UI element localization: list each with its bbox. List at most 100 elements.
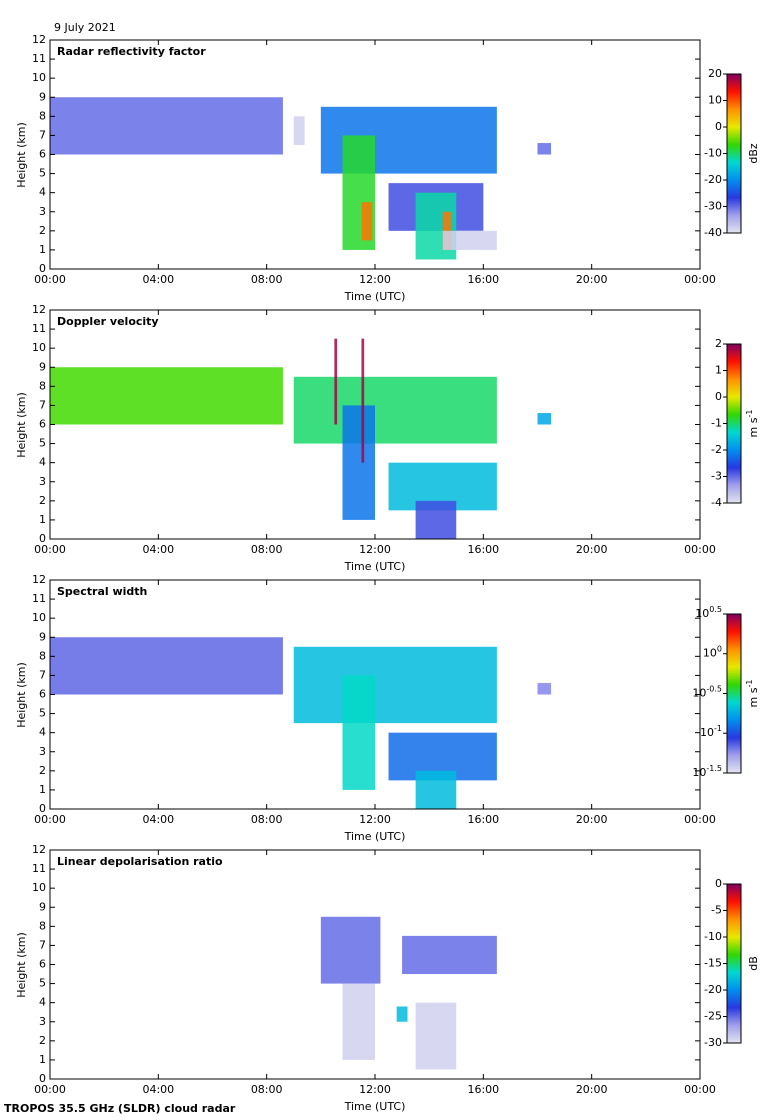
x-tick-label: 00:00 — [684, 1083, 716, 1096]
x-tick-label: 08:00 — [251, 543, 283, 556]
radar-cell — [50, 367, 283, 425]
y-tick-label: 2 — [39, 224, 46, 237]
y-tick-label: 6 — [39, 148, 46, 161]
y-axis-label: Height (km) — [15, 932, 28, 998]
y-tick-label: 11 — [32, 592, 46, 605]
y-tick-label: 0 — [39, 532, 46, 545]
y-tick-label: 0 — [39, 1072, 46, 1085]
y-tick-label: 5 — [39, 707, 46, 720]
colorbar-tick-label: 0 — [715, 120, 722, 133]
x-axis-label: Time (UTC) — [344, 560, 406, 573]
panel: Doppler velocity 00:00 04:00 08:00 12:00 16:0… — [15, 303, 760, 573]
x-tick-label: 20:00 — [576, 813, 608, 826]
y-tick-label: 5 — [39, 437, 46, 450]
y-tick-label: 1 — [39, 783, 46, 796]
panel-title: Doppler velocity — [57, 315, 159, 328]
x-tick-label: 00:00 — [684, 543, 716, 556]
x-tick-label: 08:00 — [251, 1083, 283, 1096]
colorbar-tick-label: 10-0.5 — [692, 684, 722, 700]
colorbar-tick-label: -30 — [704, 200, 722, 213]
y-tick-label: 8 — [39, 919, 46, 932]
colorbar-tick-label: -4 — [711, 496, 722, 509]
y-tick-label: 7 — [39, 938, 46, 951]
radar-cell — [342, 405, 375, 520]
y-tick-label: 1 — [39, 243, 46, 256]
radar-cell — [293, 376, 497, 444]
x-tick-label: 20:00 — [576, 543, 608, 556]
x-tick-label: 00:00 — [34, 1083, 66, 1096]
radar-cell — [50, 637, 283, 695]
y-tick-label: 5 — [39, 977, 46, 990]
y-tick-label: 9 — [39, 360, 46, 373]
radar-cell — [537, 683, 552, 695]
y-tick-label: 10 — [32, 341, 46, 354]
footer: TROPOS 35.5 GHz (SLDR) cloud radar — [4, 1102, 236, 1115]
radar-cell — [415, 1002, 457, 1070]
radar-cell — [537, 143, 552, 155]
y-tick-label: 0 — [39, 262, 46, 275]
y-tick-label: 3 — [39, 205, 46, 218]
x-tick-label: 12:00 — [359, 273, 391, 286]
colorbar-tick-label: -20 — [704, 983, 722, 996]
radar-cell — [361, 202, 373, 241]
radar-cell — [402, 935, 497, 975]
y-tick-label: 5 — [39, 167, 46, 180]
radar-cell — [361, 338, 365, 463]
colorbar-tick-label: -2 — [711, 443, 722, 456]
y-tick-label: 6 — [39, 958, 46, 971]
y-tick-label: 12 — [32, 843, 46, 856]
colorbar-tick-label: 1 — [715, 364, 722, 377]
y-tick-label: 12 — [32, 573, 46, 586]
y-tick-label: 2 — [39, 764, 46, 777]
y-tick-label: 9 — [39, 900, 46, 913]
y-tick-label: 9 — [39, 630, 46, 643]
x-tick-label: 12:00 — [359, 1083, 391, 1096]
y-tick-label: 4 — [39, 726, 46, 739]
colorbar-tick-label: 20 — [708, 67, 722, 80]
panel: Spectral width 00:00 04:00 08:00 12:00 16:00 2… — [15, 573, 760, 843]
y-tick-label: 7 — [39, 128, 46, 141]
x-tick-label: 04:00 — [142, 1083, 174, 1096]
panel: Linear depolarisation ratio 00:00 04:00 08:… — [15, 843, 760, 1113]
colorbar-tick-label: -10 — [704, 930, 722, 943]
radar-cell — [293, 646, 497, 724]
radar-cell — [50, 97, 283, 155]
y-tick-label: 3 — [39, 745, 46, 758]
colorbar-tick-label: -20 — [704, 173, 722, 186]
colorbar-tick-label: -1 — [711, 417, 722, 430]
x-tick-label: 16:00 — [467, 813, 499, 826]
y-tick-label: 11 — [32, 862, 46, 875]
colorbar — [726, 613, 742, 774]
colorbar-tick-label: -5 — [711, 904, 722, 917]
x-tick-label: 04:00 — [142, 543, 174, 556]
radar-cell — [396, 1006, 408, 1022]
colorbar-tick-label: 100.5 — [695, 605, 722, 621]
x-tick-label: 08:00 — [251, 273, 283, 286]
y-tick-label: 4 — [39, 996, 46, 1009]
x-axis-label: Time (UTC) — [344, 830, 406, 843]
y-tick-label: 11 — [32, 322, 46, 335]
colorbar-tick-label: 100 — [703, 644, 722, 660]
colorbar-tick-label: 10 — [708, 94, 722, 107]
x-tick-label: 20:00 — [576, 1083, 608, 1096]
y-tick-label: 10 — [32, 71, 46, 84]
radar-cell — [415, 500, 457, 539]
radar-cell — [293, 116, 305, 145]
y-tick-label: 9 — [39, 90, 46, 103]
y-tick-label: 12 — [32, 33, 46, 46]
panel: Radar reflectivity factor 00:00 04:00 08:00… — [15, 33, 760, 303]
y-tick-label: 3 — [39, 1015, 46, 1028]
colorbar-label: dBz — [747, 143, 760, 164]
x-tick-label: 16:00 — [467, 1083, 499, 1096]
x-tick-label: 00:00 — [34, 543, 66, 556]
x-tick-label: 04:00 — [142, 813, 174, 826]
panel-title: Radar reflectivity factor — [57, 45, 206, 58]
y-axis-label: Height (km) — [15, 392, 28, 458]
radar-cell — [342, 675, 375, 790]
x-tick-label: 16:00 — [467, 543, 499, 556]
y-tick-label: 2 — [39, 1034, 46, 1047]
y-tick-label: 8 — [39, 379, 46, 392]
y-tick-label: 1 — [39, 1053, 46, 1066]
radar-cell — [320, 916, 381, 984]
x-tick-label: 12:00 — [359, 813, 391, 826]
